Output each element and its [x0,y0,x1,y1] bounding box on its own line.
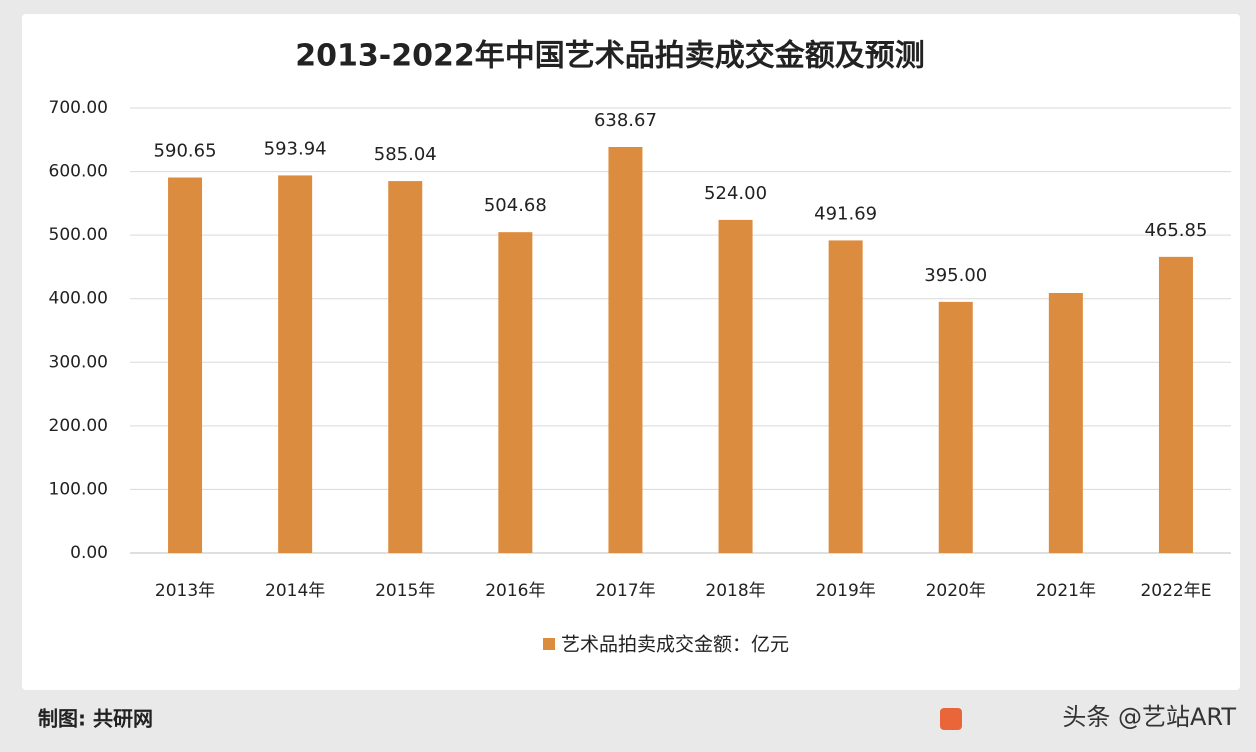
bar [278,175,313,553]
data-label: 590.65 [154,141,217,162]
x-tick-label: 2019年 [816,581,876,601]
data-label: 593.94 [264,138,327,159]
y-tick-label: 400.00 [49,289,108,309]
bar [498,232,533,553]
y-tick-label: 600.00 [49,162,108,182]
bar [1048,292,1083,553]
x-tick-label: 2018年 [705,581,765,601]
logo-icon [940,708,962,730]
data-label: 585.04 [374,144,437,165]
y-tick-label: 200.00 [49,416,108,436]
y-tick-label: 0.00 [70,543,108,563]
x-tick-label: 2014年 [265,581,325,601]
data-label: 638.67 [594,110,657,131]
data-label: 504.68 [484,195,547,216]
legend-swatch [543,638,555,650]
x-tick-label: 2016年 [485,581,545,601]
data-label: 395.00 [924,265,987,286]
bar [828,240,863,553]
y-tick-label: 300.00 [49,352,108,372]
data-label: 524.00 [704,183,767,204]
bar [168,177,203,553]
bar [608,146,643,554]
bar [388,181,423,553]
bar [938,301,973,553]
chart-title: 2013-2022年中国艺术品拍卖成交金额及预测 [295,39,924,74]
x-tick-label: 2017年 [595,581,655,601]
data-label: 491.69 [814,203,877,224]
x-tick-label: 2015年 [375,581,435,601]
y-tick-label: 700.00 [49,98,108,118]
bar [718,219,753,553]
watermark: 头条 @艺站ART [1062,703,1236,731]
y-tick-label: 100.00 [49,479,108,499]
data-label: 465.85 [1144,220,1207,241]
y-tick-label: 500.00 [49,225,108,245]
x-tick-label: 2013年 [155,581,215,601]
x-tick-label: 2020年 [926,581,986,601]
x-tick-label: 2021年 [1036,581,1096,601]
x-tick-label: 2022年E [1140,581,1211,601]
bar [1158,256,1193,553]
source-note: 制图: 共研网 [38,707,153,731]
legend-label: 艺术品拍卖成交金额：亿元 [561,634,789,656]
